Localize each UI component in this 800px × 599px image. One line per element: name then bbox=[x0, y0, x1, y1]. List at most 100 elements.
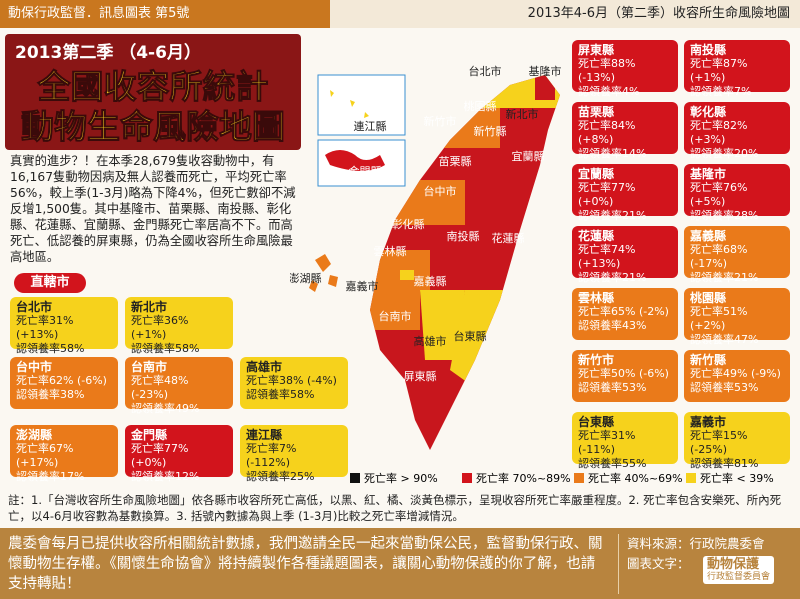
death-rate: 死亡率77% (+0%) bbox=[131, 442, 189, 469]
header-right: 2013年4-6月（第二季）收容所生命風險地圖 bbox=[330, 0, 800, 28]
logo: 動物保護 行政監督委員會 bbox=[703, 556, 775, 584]
footer-message: 農委會每月已提供收容所相關統計數據，我們邀請全民一起來當動保公民，監督動保行政、… bbox=[8, 536, 603, 592]
source: 資料來源：行政院農委會 bbox=[627, 536, 765, 551]
death-rate: 死亡率49% (-9%) bbox=[690, 367, 781, 380]
county-name: 南投縣 bbox=[690, 43, 727, 57]
county-name: 嘉義縣 bbox=[690, 229, 727, 243]
county-card: 屏東縣 死亡率88% (-13%) 認領養率4% bbox=[572, 40, 678, 98]
adoption-rate: 認領養率58% bbox=[131, 342, 200, 355]
county-card: 連江縣 死亡率7% (-112%) 認領養率25% bbox=[240, 425, 348, 483]
credits: 資料來源：行政院農委會 圖表文字： 動物保護 行政監督委員會 bbox=[618, 534, 800, 594]
death-rate: 死亡率77% (+0%) bbox=[578, 181, 636, 208]
county-name: 台中市 bbox=[16, 360, 53, 374]
adoption-rate: 認領養率53% bbox=[690, 381, 759, 394]
county-name: 台南市 bbox=[131, 360, 168, 374]
death-rate: 死亡率51% (+2%) bbox=[690, 305, 748, 332]
county-name: 連江縣 bbox=[246, 428, 283, 442]
adoption-rate: 認領養率17% bbox=[16, 470, 85, 483]
adoption-rate: 認領養率58% bbox=[16, 342, 85, 355]
county-name: 宜蘭縣 bbox=[578, 167, 615, 181]
county-card: 嘉義縣 死亡率68% (-17%) 認領養率21% bbox=[684, 226, 790, 284]
legend-label: 死亡率 70%~89% bbox=[476, 472, 571, 485]
map-label: 花蓮縣 bbox=[492, 231, 525, 245]
legend-swatch bbox=[574, 473, 584, 483]
county-name: 金門縣 bbox=[131, 428, 168, 442]
county-card: 新竹縣 死亡率49% (-9%) 認領養率53% bbox=[684, 350, 790, 402]
adoption-rate: 認領養率47% bbox=[690, 333, 759, 346]
county-card: 金門縣 死亡率77% (+0%) 認領養率12% bbox=[125, 425, 233, 483]
map-label: 新北市 bbox=[506, 107, 539, 121]
adoption-rate: 認領養率12% bbox=[131, 470, 200, 483]
death-rate: 死亡率62% (-6%) bbox=[16, 374, 107, 387]
map-label: 台北市 bbox=[469, 64, 502, 78]
legend-swatch bbox=[686, 473, 696, 483]
county-card: 嘉義市 死亡率15% (-25%) 認領養率81% bbox=[684, 412, 790, 470]
county-card: 台南市 死亡率48% (-23%) 認領養率49% bbox=[125, 357, 233, 415]
adoption-rate: 認領養率81% bbox=[690, 457, 759, 470]
death-rate: 死亡率31% (-11%) bbox=[578, 429, 636, 456]
adoption-rate: 認領養率21% bbox=[578, 271, 647, 284]
county-name: 苗栗縣 bbox=[578, 105, 615, 119]
map-label: 台南市 bbox=[379, 309, 412, 323]
map-label: 澎湖縣 bbox=[290, 272, 322, 285]
county-name: 彰化縣 bbox=[690, 105, 727, 119]
county-card: 台北市 死亡率31% (+13%) 認領養率58% bbox=[10, 297, 118, 355]
county-card: 基隆市 死亡率76% (+5%) 認領養率28% bbox=[684, 164, 790, 222]
map-label: 苗栗縣 bbox=[439, 155, 472, 168]
text-credit: 圖表文字： bbox=[627, 556, 690, 571]
death-rate: 死亡率82% (+3%) bbox=[690, 119, 748, 146]
map-label: 新竹市 bbox=[424, 114, 457, 128]
adoption-rate: 認領養率38% bbox=[16, 388, 85, 401]
county-name: 台北市 bbox=[16, 300, 53, 314]
map-label: 屏東縣 bbox=[404, 370, 437, 383]
county-name: 嘉義市 bbox=[690, 415, 727, 429]
county-card: 花蓮縣 死亡率74% (+13%) 認領養率21% bbox=[572, 226, 678, 284]
map-label: 彰化縣 bbox=[392, 217, 425, 231]
death-rate: 死亡率36% (+1%) bbox=[131, 314, 189, 341]
county-name: 高雄市 bbox=[246, 360, 283, 374]
title-line1: 2013第二季 （4-6月） bbox=[15, 43, 201, 63]
legend-label: 死亡率 > 90% bbox=[364, 472, 438, 485]
title-line2: 全國收容所統計 bbox=[37, 67, 269, 107]
header-left: 動保行政監督．訊息圖表 第5號 bbox=[0, 0, 330, 28]
legend-swatch bbox=[462, 473, 472, 483]
death-rate: 死亡率76% (+5%) bbox=[690, 181, 748, 208]
map-label: 高雄市 bbox=[414, 334, 447, 348]
county-card: 新竹市 死亡率50% (-6%) 認領養率53% bbox=[572, 350, 678, 402]
death-rate: 死亡率31% (+13%) bbox=[16, 314, 74, 341]
death-rate: 死亡率88% (-13%) bbox=[578, 57, 636, 84]
county-name: 雲林縣 bbox=[578, 291, 615, 305]
death-rate: 死亡率15% (-25%) bbox=[690, 429, 748, 456]
logo-title: 動物保護 bbox=[707, 557, 760, 572]
death-rate: 死亡率50% (-6%) bbox=[578, 367, 669, 380]
county-card: 桃園縣 死亡率51% (+2%) 認領養率47% bbox=[684, 288, 790, 346]
section-label: 直轄市 bbox=[14, 273, 86, 293]
county-name: 花蓮縣 bbox=[578, 229, 615, 243]
county-name: 基隆市 bbox=[690, 167, 727, 181]
death-rate: 死亡率84% (+8%) bbox=[578, 119, 636, 146]
adoption-rate: 認領養率28% bbox=[690, 209, 759, 222]
county-card: 彰化縣 死亡率82% (+3%) 認領養率20% bbox=[684, 102, 790, 160]
legend: 死亡率 > 90% 死亡率 70%~89% 死亡率 40%~69% 死亡率 < 39% bbox=[350, 472, 790, 486]
death-rate: 死亡率65% (-2%) bbox=[578, 305, 669, 318]
map-label: 宜蘭縣 bbox=[512, 149, 545, 163]
county-card: 新北市 死亡率36% (+1%) 認領養率58% bbox=[125, 297, 233, 355]
legend-swatch bbox=[350, 473, 360, 483]
footer: 農委會每月已提供收容所相關統計數據，我們邀請全民一起來當動保公民，監督動保行政、… bbox=[0, 528, 800, 599]
adoption-rate: 認領養率7% bbox=[690, 85, 752, 98]
inset-box bbox=[317, 74, 406, 136]
death-rate: 死亡率68% (-17%) bbox=[690, 243, 748, 270]
county-name: 新竹市 bbox=[578, 353, 615, 367]
county-name: 台東縣 bbox=[578, 415, 615, 429]
note: 註：1.「台灣收容所生命風險地圖」依各縣市收容所死亡高低，以黑、紅、橘、淡黃色標… bbox=[8, 493, 782, 523]
county-card: 澎湖縣 死亡率67% (+17%) 認領養率17% bbox=[10, 425, 118, 483]
map-label: 南投縣 bbox=[447, 229, 480, 243]
title-line3: 動物生命風險地圖 bbox=[21, 107, 286, 147]
county-card: 台中市 死亡率62% (-6%) 認領養率38% bbox=[10, 357, 118, 409]
county-name: 桃園縣 bbox=[690, 291, 727, 305]
county-card: 雲林縣 死亡率65% (-2%) 認領養率43% bbox=[572, 288, 678, 340]
map-label: 桃園縣 bbox=[464, 99, 497, 113]
title-box: 2013第二季 （4-6月） 全國收容所統計 動物生命風險地圖 bbox=[5, 34, 301, 150]
map-label: 金門縣 bbox=[349, 164, 382, 178]
